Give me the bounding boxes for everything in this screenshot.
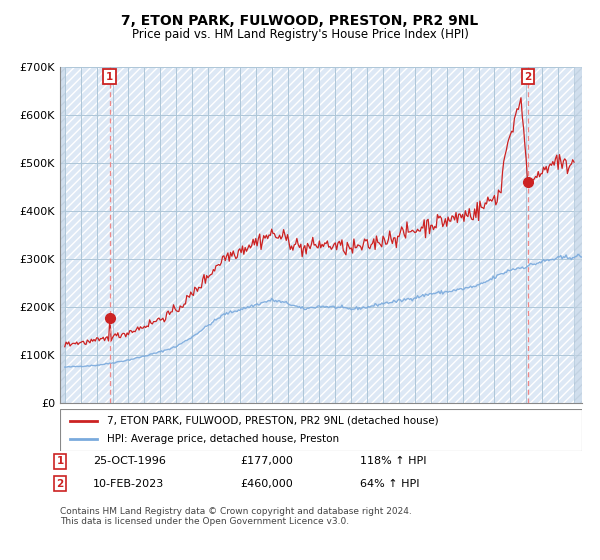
Text: Contains HM Land Registry data © Crown copyright and database right 2024.
This d: Contains HM Land Registry data © Crown c… xyxy=(60,507,412,526)
Text: 118% ↑ HPI: 118% ↑ HPI xyxy=(360,456,427,466)
Text: 2: 2 xyxy=(524,72,532,82)
Bar xyxy=(60,67,65,403)
Text: 1: 1 xyxy=(56,456,64,466)
Text: HPI: Average price, detached house, Preston: HPI: Average price, detached house, Pres… xyxy=(107,434,339,444)
Text: £460,000: £460,000 xyxy=(240,479,293,489)
Text: 2: 2 xyxy=(56,479,64,489)
Text: Price paid vs. HM Land Registry's House Price Index (HPI): Price paid vs. HM Land Registry's House … xyxy=(131,28,469,41)
Bar xyxy=(574,67,582,403)
Text: 1: 1 xyxy=(106,72,113,82)
FancyBboxPatch shape xyxy=(60,409,582,451)
Text: 10-FEB-2023: 10-FEB-2023 xyxy=(93,479,164,489)
Text: 7, ETON PARK, FULWOOD, PRESTON, PR2 9NL (detached house): 7, ETON PARK, FULWOOD, PRESTON, PR2 9NL … xyxy=(107,416,439,426)
Text: 64% ↑ HPI: 64% ↑ HPI xyxy=(360,479,419,489)
Text: 25-OCT-1996: 25-OCT-1996 xyxy=(93,456,166,466)
Text: 7, ETON PARK, FULWOOD, PRESTON, PR2 9NL: 7, ETON PARK, FULWOOD, PRESTON, PR2 9NL xyxy=(121,14,479,28)
Text: £177,000: £177,000 xyxy=(240,456,293,466)
